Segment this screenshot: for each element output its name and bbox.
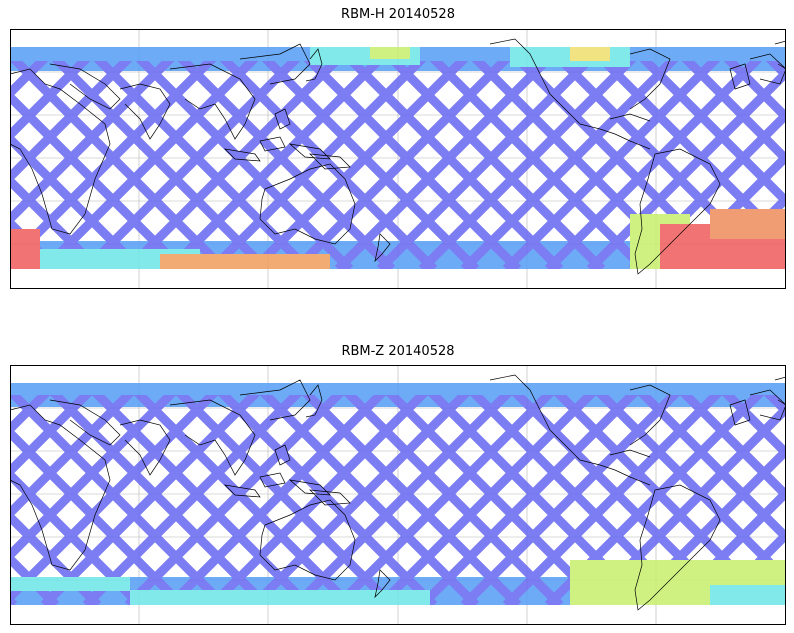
map-title-rbm-h: RBM-H 20140528 [341, 7, 455, 22]
map-panel-rbm-z [10, 365, 786, 625]
high-value-patches [10, 383, 786, 605]
high-value-patches [10, 47, 786, 269]
map-frame [10, 365, 786, 625]
map-title-rbm-z: RBM-Z 20140528 [341, 344, 455, 359]
coastlines [10, 38, 786, 275]
swath-layer [10, 383, 786, 605]
swath-layer [10, 47, 786, 269]
map-panel-rbm-h [10, 29, 786, 289]
coastlines [10, 374, 786, 611]
map-frame [10, 29, 786, 289]
